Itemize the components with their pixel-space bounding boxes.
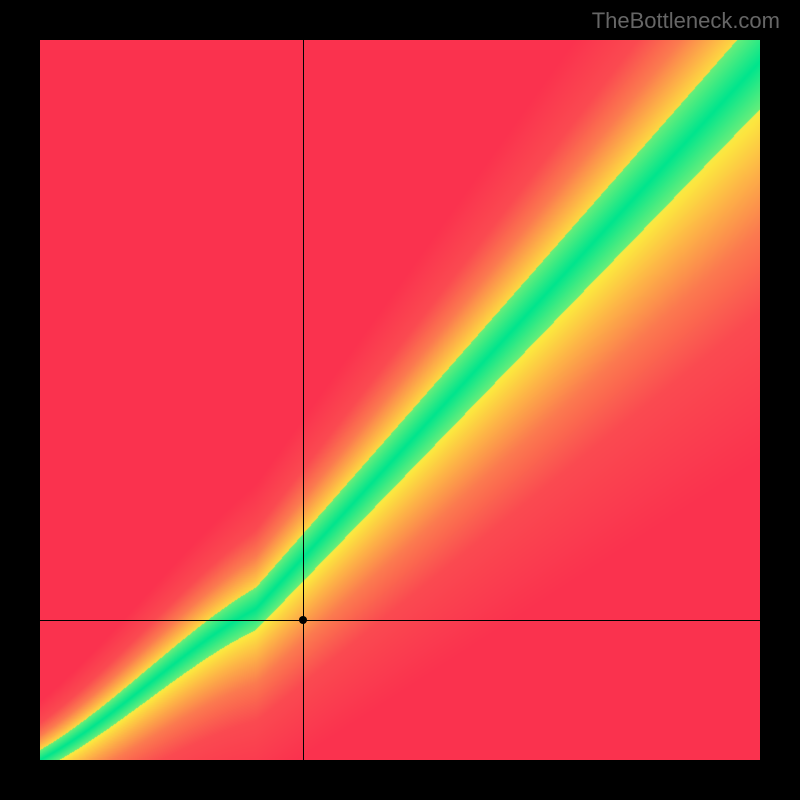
crosshair-vertical [303, 40, 304, 760]
heatmap-canvas [40, 40, 760, 760]
current-config-point [299, 616, 307, 624]
crosshair-horizontal [40, 620, 760, 621]
bottleneck-heatmap [40, 40, 760, 760]
watermark-text: TheBottleneck.com [592, 8, 780, 34]
